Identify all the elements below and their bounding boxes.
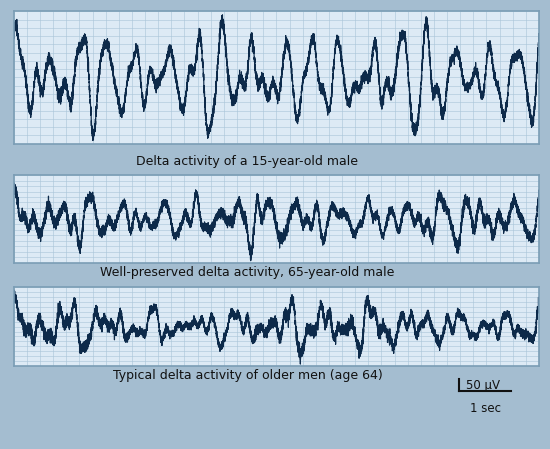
Text: Well-preserved delta activity, 65-year-old male: Well-preserved delta activity, 65-year-o… — [100, 267, 395, 279]
Text: 50 μV: 50 μV — [466, 379, 500, 392]
Text: Typical delta activity of older men (age 64): Typical delta activity of older men (age… — [113, 370, 382, 382]
Text: 1 sec: 1 sec — [470, 402, 501, 415]
Text: Delta activity of a 15-year-old male: Delta activity of a 15-year-old male — [136, 155, 359, 168]
